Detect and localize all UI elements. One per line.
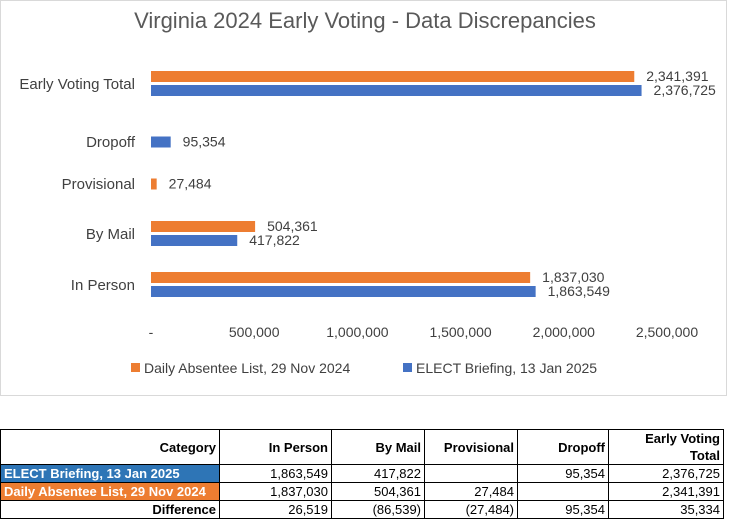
category-label: By Mail	[86, 226, 135, 243]
data-label: 1,837,030	[542, 269, 604, 285]
bar	[151, 136, 171, 148]
chart-title: Virginia 2024 Early Voting - Data Discre…	[134, 8, 596, 33]
data-label: 504,361	[267, 218, 318, 234]
table-row-label: Difference	[0, 500, 220, 519]
x-tick-label: 2,500,000	[636, 324, 698, 340]
bar	[151, 235, 238, 246]
table-header-cell: In Person	[219, 429, 332, 465]
x-tick-label: 500,000	[229, 324, 280, 340]
category-label: In Person	[71, 277, 135, 294]
data-table: Category In Person By Mail Provisional Dropo…	[0, 429, 724, 519]
category-label: Provisional	[62, 176, 135, 193]
bar	[151, 221, 256, 232]
table-row: Difference 26,519 (86,539) (27,484) 95,354 35…	[0, 500, 724, 519]
data-label: 95,354	[183, 134, 226, 150]
table-header-cell: Early Voting Total	[608, 429, 724, 465]
table-row-label: ELECT Briefing, 13 Jan 2025	[0, 464, 220, 483]
table-row: Daily Absentee List, 29 Nov 2024 1,837,03…	[0, 482, 724, 501]
bar	[151, 85, 642, 96]
table-row: ELECT Briefing, 13 Jan 2025 1,863,549 417,…	[0, 464, 724, 483]
bar	[151, 286, 536, 297]
table-header-cell: Provisional	[424, 429, 518, 465]
data-label: 2,376,725	[654, 82, 716, 98]
table-header-cell: Dropoff	[517, 429, 609, 465]
table-cell: 27,484	[424, 482, 518, 501]
table-cell: 2,376,725	[608, 464, 724, 483]
table-cell: 417,822	[331, 464, 425, 483]
x-tick-label: 1,000,000	[326, 324, 388, 340]
bar	[151, 178, 157, 190]
table-cell: 1,863,549	[219, 464, 332, 483]
legend-label: ELECT Briefing, 13 Jan 2025	[416, 360, 597, 376]
table-cell	[517, 482, 609, 501]
legend-label: Daily Absentee List, 29 Nov 2024	[144, 360, 350, 376]
table-header-cell: By Mail	[331, 429, 425, 465]
table-cell: 95,354	[517, 464, 609, 483]
data-label: 417,822	[249, 232, 300, 248]
legend-swatch	[403, 363, 412, 372]
chart-panel: Virginia 2024 Early Voting - Data Discre…	[0, 0, 727, 396]
table-cell: 2,341,391	[608, 482, 724, 501]
table-cell: 504,361	[331, 482, 425, 501]
x-tick-label: 2,000,000	[533, 324, 595, 340]
bar	[151, 71, 635, 82]
table-cell	[424, 464, 518, 483]
table-header-cell: Category	[0, 429, 220, 465]
data-label: 1,863,549	[548, 283, 610, 299]
data-label: 27,484	[169, 176, 212, 192]
category-label: Dropoff	[86, 134, 136, 151]
data-label: 2,341,391	[646, 68, 708, 84]
legend-swatch	[131, 363, 140, 372]
category-label: Early Voting Total	[19, 76, 135, 93]
table-cell: 1,837,030	[219, 482, 332, 501]
bar-chart: Virginia 2024 Early Voting - Data Discre…	[19, 8, 716, 376]
x-tick-label: -	[149, 324, 154, 340]
x-tick-label: 1,500,000	[429, 324, 491, 340]
table-header-row: Category In Person By Mail Provisional Dropo…	[0, 429, 724, 465]
bar	[151, 272, 531, 283]
table-row-label: Daily Absentee List, 29 Nov 2024	[0, 482, 220, 501]
